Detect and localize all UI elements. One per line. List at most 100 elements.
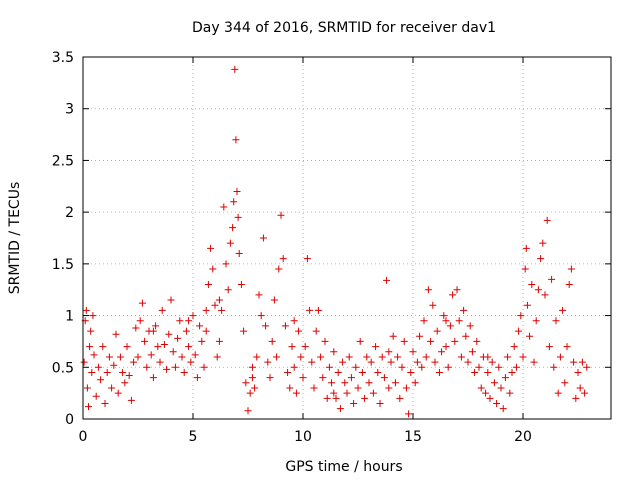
data-point	[134, 353, 142, 361]
data-point	[149, 374, 157, 382]
data-point	[143, 363, 151, 371]
data-point	[178, 353, 186, 361]
data-point	[275, 265, 283, 273]
data-point	[336, 405, 344, 413]
data-point	[455, 317, 463, 325]
data-point	[385, 348, 393, 356]
data-point	[427, 337, 435, 345]
data-point	[374, 368, 382, 376]
y-tick-label: 1	[65, 309, 74, 325]
tick-labels: 0 0.5 1 1.5 2 2.5 3 3.5 0 5 10 15 20	[52, 50, 611, 445]
plot-frame	[82, 56, 612, 420]
data-point	[471, 368, 479, 376]
data-point	[246, 389, 254, 397]
data-point	[570, 358, 578, 366]
data-point	[567, 265, 575, 273]
data-point	[90, 351, 98, 359]
data-point	[281, 322, 289, 330]
data-point	[92, 392, 100, 400]
data-point	[215, 337, 223, 345]
data-point	[508, 368, 516, 376]
data-point	[180, 368, 188, 376]
data-point	[418, 363, 426, 371]
data-point	[532, 317, 540, 325]
data-point	[442, 317, 450, 325]
data-point	[215, 296, 223, 304]
x-tick-label: 15	[404, 429, 422, 445]
data-point	[451, 337, 459, 345]
data-point	[387, 358, 395, 366]
data-point	[431, 358, 439, 366]
data-point	[488, 358, 496, 366]
data-point	[453, 286, 461, 294]
data-point	[484, 353, 492, 361]
data-point	[226, 239, 234, 247]
data-point	[328, 379, 336, 387]
data-point	[402, 384, 410, 392]
data-point	[407, 368, 415, 376]
data-point	[286, 384, 294, 392]
data-point	[165, 330, 173, 338]
data-point	[321, 337, 329, 345]
data-point	[80, 358, 88, 366]
data-point	[347, 374, 355, 382]
data-point	[398, 363, 406, 371]
data-point	[473, 337, 481, 345]
data-point	[411, 379, 419, 387]
data-point	[424, 286, 432, 294]
data-point	[543, 216, 551, 224]
data-point	[354, 384, 362, 392]
data-point	[490, 379, 498, 387]
data-point	[367, 358, 375, 366]
data-point	[477, 384, 485, 392]
data-point	[176, 317, 184, 325]
data-point	[182, 327, 190, 335]
data-point	[442, 343, 450, 351]
data-point	[515, 327, 523, 335]
data-point	[207, 244, 215, 252]
x-axis-label: GPS time / hours	[285, 459, 402, 475]
data-point	[460, 306, 468, 314]
data-point	[264, 358, 272, 366]
data-point	[545, 343, 553, 351]
data-point	[171, 363, 179, 371]
data-point	[110, 361, 118, 369]
data-point	[334, 368, 342, 376]
data-point	[253, 353, 261, 361]
data-point	[154, 343, 162, 351]
data-point	[185, 343, 193, 351]
data-point	[290, 363, 298, 371]
data-point	[482, 389, 490, 397]
data-point	[497, 384, 505, 392]
data-point	[539, 239, 547, 247]
data-point	[422, 353, 430, 361]
data-point	[420, 317, 428, 325]
data-point	[578, 358, 586, 366]
data-point	[218, 306, 226, 314]
data-point	[211, 301, 219, 309]
data-point	[132, 324, 140, 332]
y-tick-label: 0	[65, 412, 74, 428]
data-point	[234, 213, 242, 221]
data-point	[193, 374, 201, 382]
data-point	[169, 348, 177, 356]
data-point	[464, 358, 472, 366]
y-tick-label: 1.5	[52, 257, 74, 273]
data-point	[350, 399, 358, 407]
data-point	[248, 374, 256, 382]
data-point	[158, 306, 166, 314]
data-point	[130, 358, 138, 366]
data-point	[229, 224, 237, 232]
data-point	[259, 234, 267, 242]
data-point	[325, 363, 333, 371]
data-point	[123, 343, 131, 351]
data-point	[563, 343, 571, 351]
data-point	[526, 332, 534, 340]
data-point	[94, 363, 102, 371]
data-point	[493, 399, 501, 407]
chart-title: Day 344 of 2016, SRMTID for receiver dav…	[192, 20, 496, 36]
data-point	[209, 265, 217, 273]
data-point	[189, 312, 197, 320]
data-point	[409, 348, 417, 356]
